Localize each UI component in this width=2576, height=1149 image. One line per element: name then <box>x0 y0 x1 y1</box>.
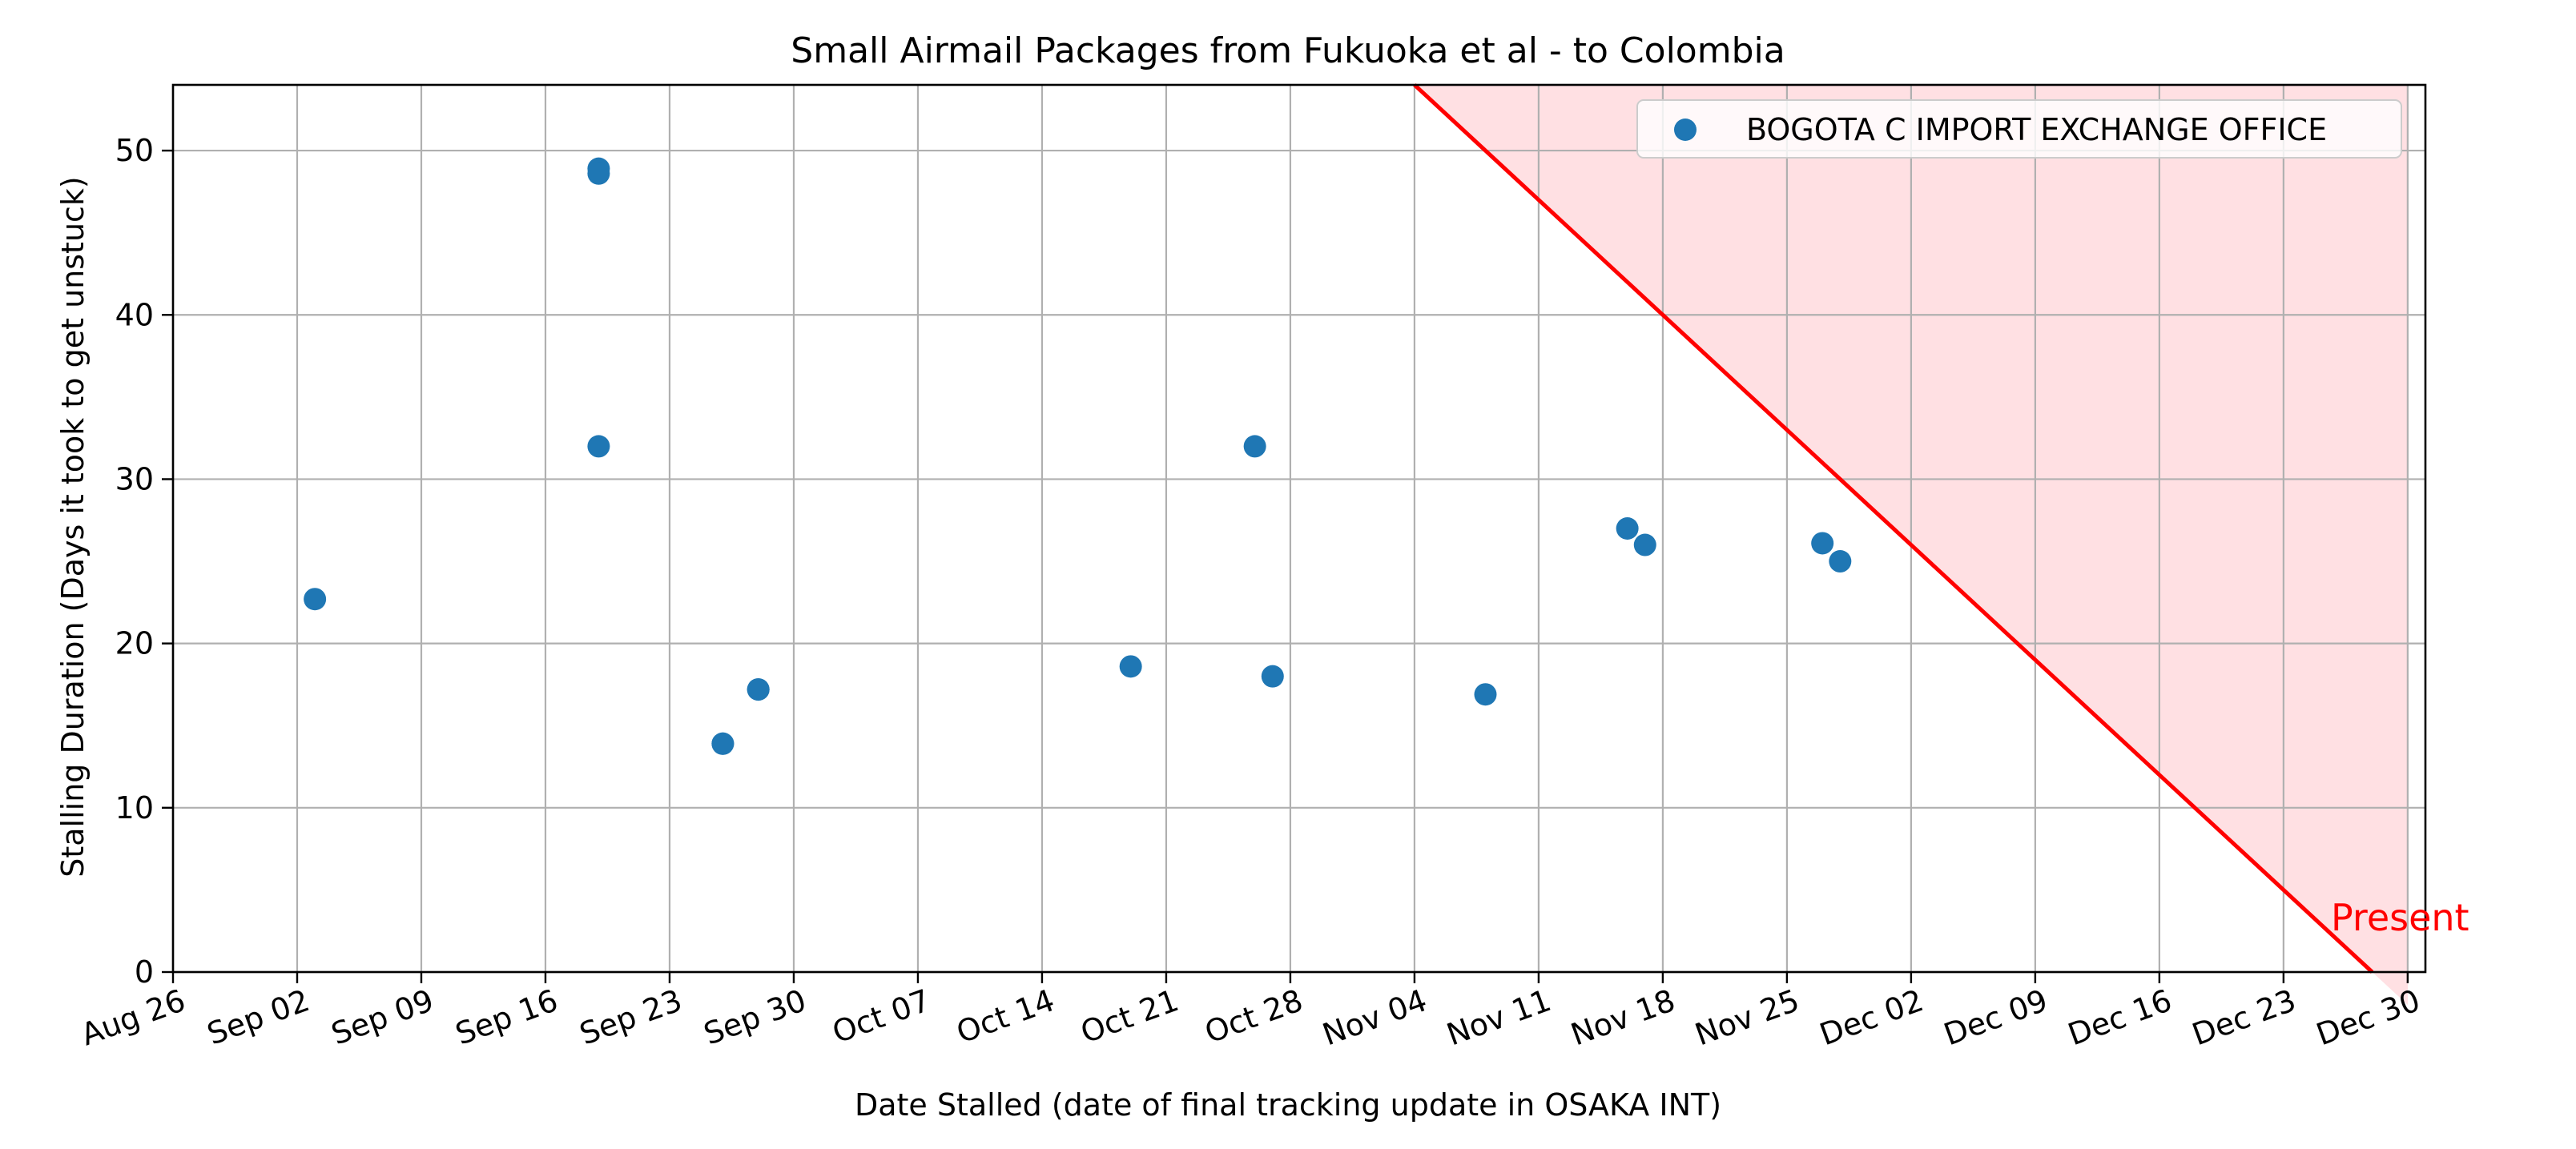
x-tick-label: Oct 07 <box>827 982 935 1050</box>
legend: BOGOTA C IMPORT EXCHANGE OFFICE <box>1636 99 2402 159</box>
x-tick-label: Sep 30 <box>699 982 811 1052</box>
x-tick-label: Nov 25 <box>1690 982 1804 1052</box>
data-point <box>747 678 770 701</box>
data-point <box>1811 532 1834 555</box>
y-axis-label: Stalling Duration (Days it took to get u… <box>55 176 91 878</box>
legend-marker <box>1674 119 1697 141</box>
legend-label: BOGOTA C IMPORT EXCHANGE OFFICE <box>1746 112 2327 147</box>
data-point <box>1119 655 1142 678</box>
plot-frame <box>171 83 2427 974</box>
data-point <box>1829 550 1852 573</box>
x-tick-label: Dec 09 <box>1939 982 2052 1052</box>
x-tick-label: Nov 18 <box>1566 982 1680 1052</box>
present-line <box>1413 83 2374 974</box>
x-tick-label: Aug 26 <box>77 982 191 1052</box>
x-tick-label: Sep 02 <box>203 982 314 1052</box>
y-tick-label: 10 <box>115 790 154 826</box>
chart-title: Small Airmail Packages from Fukuoka et a… <box>791 30 1785 71</box>
present-label: Present <box>2331 896 2469 939</box>
x-tick-label: Oct 14 <box>952 982 1059 1050</box>
data-point <box>587 162 610 185</box>
data-point <box>304 588 327 611</box>
x-tick-label: Sep 09 <box>327 982 438 1052</box>
data-point <box>1243 435 1266 458</box>
x-tick-label: Oct 28 <box>1200 982 1307 1050</box>
x-tick-label: Dec 23 <box>2188 982 2300 1052</box>
data-point <box>1616 517 1639 540</box>
data-point <box>1474 683 1497 706</box>
legend-box <box>1636 99 2402 159</box>
y-tick-label: 30 <box>115 461 154 496</box>
y-tick-label: 0 <box>135 954 154 990</box>
x-tick-label: Sep 16 <box>451 982 562 1052</box>
y-tick-label: 40 <box>115 297 154 332</box>
x-tick-label: Dec 16 <box>2063 982 2176 1052</box>
y-tick-label: 50 <box>115 133 154 168</box>
x-tick-label: Nov 04 <box>1318 982 1431 1052</box>
data-point <box>1633 533 1656 556</box>
x-axis-label: Date Stalled (date of final tracking upd… <box>855 1087 1721 1123</box>
x-tick-label: Dec 02 <box>1815 982 1928 1052</box>
data-point <box>587 435 610 458</box>
x-tick-label: Nov 11 <box>1442 982 1556 1052</box>
data-point <box>1261 665 1284 688</box>
x-tick-label: Oct 21 <box>1076 982 1183 1050</box>
x-tick-label: Sep 23 <box>575 982 686 1052</box>
x-tick-label: Dec 30 <box>2312 982 2425 1052</box>
data-point <box>711 732 735 755</box>
y-tick-label: 20 <box>115 626 154 661</box>
